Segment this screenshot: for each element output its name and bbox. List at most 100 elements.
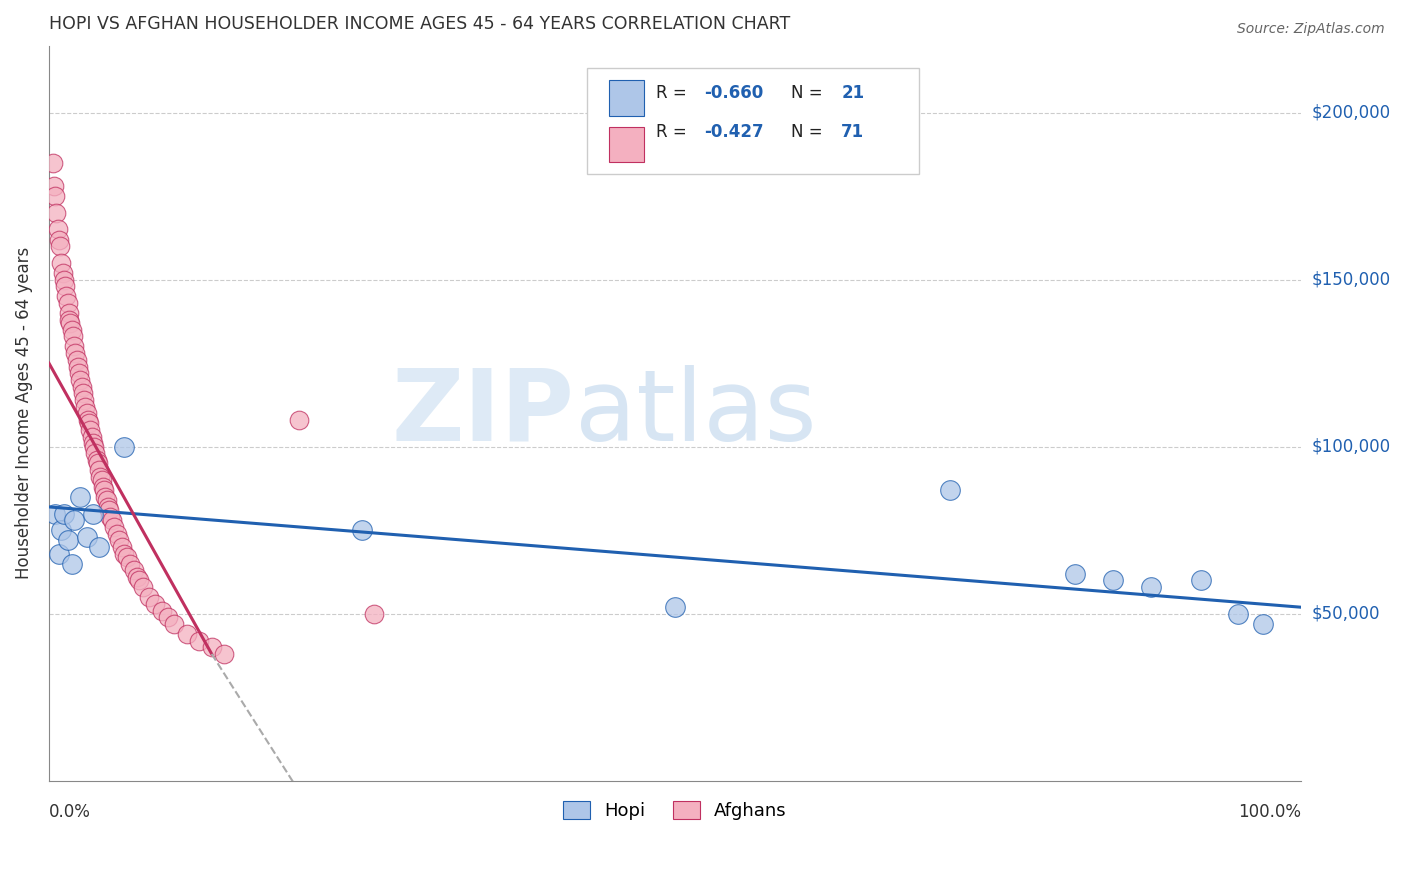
Text: N =: N = [792, 123, 828, 141]
Point [105, 526, 128, 541]
Text: -0.427: -0.427 [703, 123, 763, 141]
Point [49, 239, 72, 253]
Point [163, 616, 186, 631]
Point [1139, 580, 1161, 594]
Point [145, 597, 167, 611]
Point [82, 507, 104, 521]
Point [122, 563, 145, 577]
Y-axis label: Householder Income Ages 45 - 64 years: Householder Income Ages 45 - 64 years [15, 247, 32, 580]
Point [1189, 574, 1212, 588]
Point [350, 524, 373, 538]
Text: 0.0%: 0.0% [49, 803, 91, 821]
Point [76, 406, 98, 420]
Point [288, 413, 311, 427]
Point [44, 507, 66, 521]
Point [60, 557, 83, 571]
Point [176, 627, 198, 641]
Point [188, 633, 211, 648]
Text: atlas: atlas [575, 365, 817, 462]
Point [84, 446, 107, 460]
Point [98, 503, 121, 517]
Text: HOPI VS AFGHAN HOUSEHOLDER INCOME AGES 45 - 64 YEARS CORRELATION CHART: HOPI VS AFGHAN HOUSEHOLDER INCOME AGES 4… [49, 15, 790, 33]
Point [42, 179, 65, 194]
Point [97, 500, 120, 514]
Point [63, 513, 86, 527]
Point [51, 524, 73, 538]
Point [138, 590, 160, 604]
Point [664, 600, 686, 615]
Point [98, 510, 121, 524]
Point [1227, 607, 1250, 621]
Point [79, 423, 101, 437]
Point [87, 540, 110, 554]
Point [44, 189, 66, 203]
Text: R =: R = [657, 123, 692, 141]
Point [150, 603, 173, 617]
Point [212, 647, 235, 661]
Point [90, 473, 112, 487]
Point [156, 610, 179, 624]
Point [66, 359, 89, 374]
Text: 21: 21 [841, 84, 865, 102]
Point [53, 507, 76, 521]
Point [110, 540, 132, 554]
FancyBboxPatch shape [609, 127, 644, 161]
Text: $50,000: $50,000 [1312, 605, 1381, 623]
Point [65, 346, 87, 360]
Legend: Hopi, Afghans: Hopi, Afghans [555, 793, 794, 827]
Point [108, 533, 131, 548]
Point [70, 379, 93, 393]
Point [128, 574, 150, 588]
Point [91, 480, 114, 494]
Text: N =: N = [792, 84, 828, 102]
Point [48, 233, 70, 247]
Point [112, 440, 135, 454]
Point [363, 607, 385, 621]
Point [93, 483, 115, 498]
Point [94, 490, 117, 504]
Point [46, 222, 69, 236]
Text: $100,000: $100,000 [1312, 438, 1391, 456]
Point [60, 323, 83, 337]
Point [201, 640, 224, 655]
Point [73, 392, 96, 407]
Point [52, 266, 75, 280]
Point [56, 533, 79, 548]
Text: $150,000: $150,000 [1312, 270, 1391, 289]
Point [100, 513, 122, 527]
Point [1102, 574, 1125, 588]
Point [115, 549, 138, 564]
Point [76, 413, 98, 427]
Text: 71: 71 [841, 123, 865, 141]
Point [82, 436, 104, 450]
Point [77, 417, 100, 431]
Point [1251, 616, 1274, 631]
Point [48, 547, 70, 561]
Point [120, 557, 142, 571]
FancyBboxPatch shape [609, 80, 644, 116]
Point [42, 155, 65, 169]
Point [55, 289, 77, 303]
Point [69, 373, 91, 387]
Point [56, 296, 79, 310]
Point [63, 339, 86, 353]
Point [58, 306, 80, 320]
Point [87, 457, 110, 471]
Point [67, 366, 90, 380]
Point [45, 206, 67, 220]
Point [58, 312, 80, 326]
Point [53, 272, 76, 286]
Point [76, 530, 98, 544]
Text: -0.660: -0.660 [703, 84, 763, 102]
Point [51, 256, 73, 270]
Text: R =: R = [657, 84, 692, 102]
Point [125, 570, 148, 584]
Point [80, 430, 103, 444]
Point [89, 470, 111, 484]
Point [96, 493, 118, 508]
Point [62, 329, 84, 343]
Point [59, 316, 82, 330]
Point [75, 400, 97, 414]
Point [132, 580, 155, 594]
Point [87, 463, 110, 477]
